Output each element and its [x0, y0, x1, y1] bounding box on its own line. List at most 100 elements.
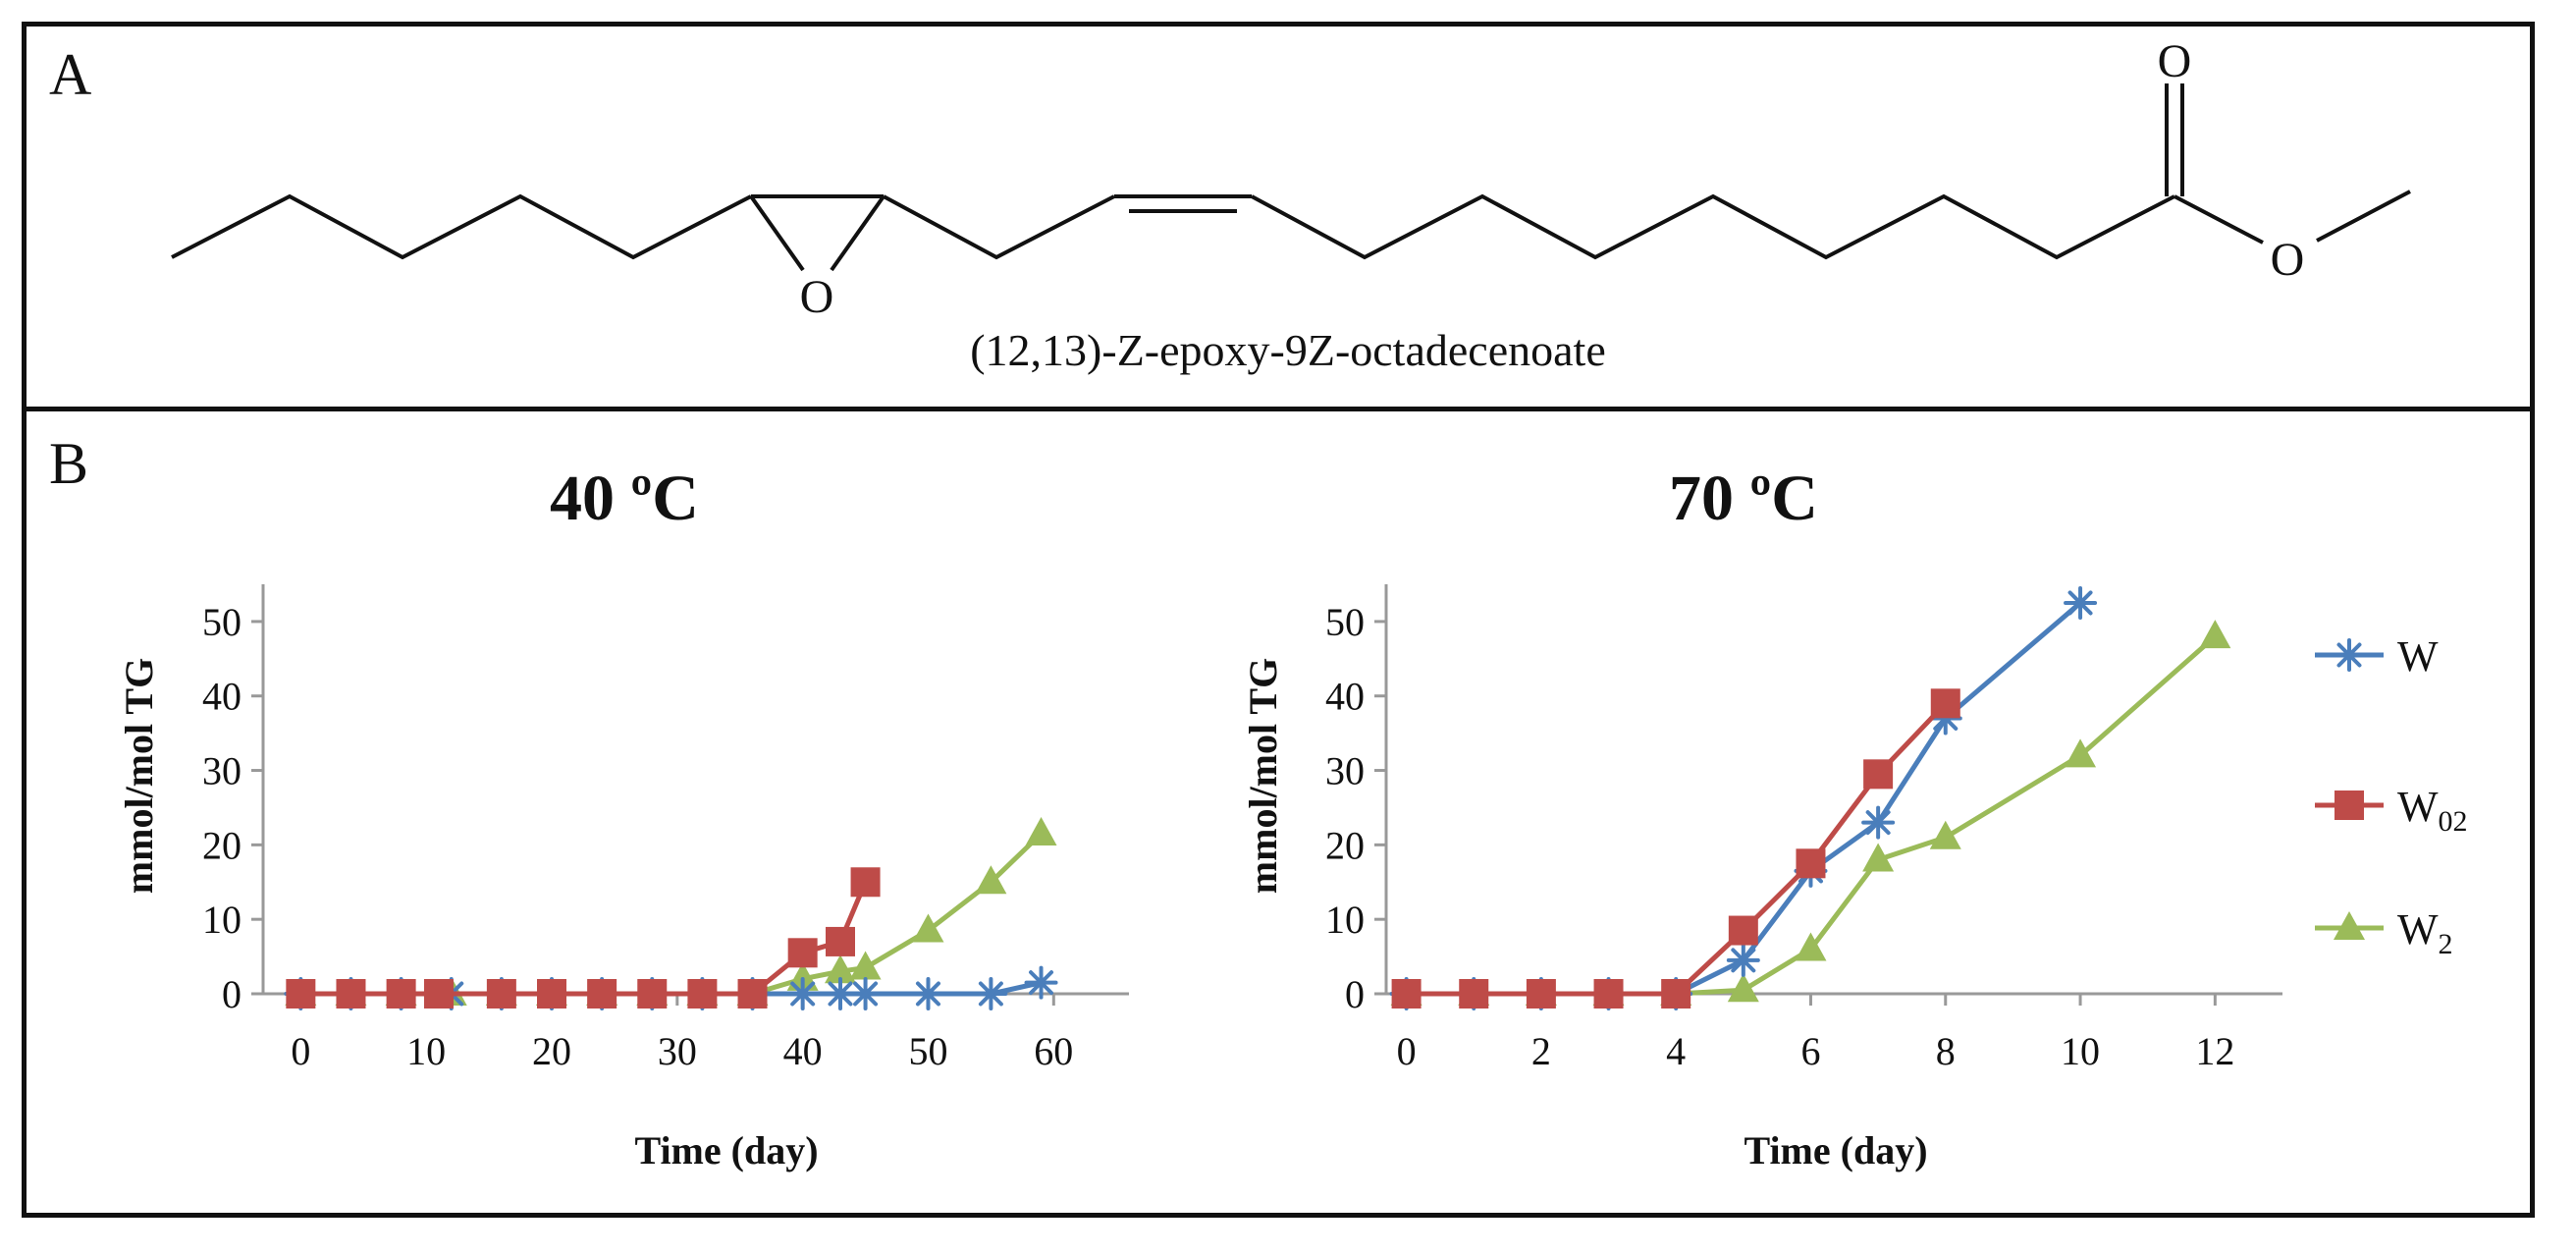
panel-divider [22, 407, 2535, 411]
chart-40c-series-w-point [1024, 965, 1058, 1000]
chart-70c-y-tick-label: 30 [1325, 749, 1365, 793]
chart-40c-y-tick-label: 50 [202, 600, 242, 644]
chart-70c-series-w2-point [1727, 973, 1759, 1003]
chart-70c-y-tick-label: 50 [1325, 600, 1365, 644]
chart-70c-series-w02-point [1593, 979, 1624, 1009]
chart-70c-series-w-point [1861, 805, 1896, 840]
chart-40c-series-w02-point [687, 979, 718, 1009]
chart-70c-series-w-point [1726, 943, 1760, 977]
chart-70c-x-tick-label: 2 [1531, 1029, 1551, 1073]
chart-40c-x-tick-label: 60 [1034, 1029, 1073, 1073]
chart-70c-x-tick-label: 6 [1800, 1029, 1820, 1073]
chart-70c-x-tick-label: 12 [2195, 1029, 2234, 1073]
alkyl-chain-right [1251, 193, 2175, 260]
ester-bond [2174, 194, 2264, 245]
chart-70c-y-tick-label: 10 [1325, 898, 1365, 942]
chart-40c-title: 40 ºC [550, 463, 699, 534]
legend-marker-w [2333, 638, 2366, 672]
chart-70c-x-axis-label: Time (day) [1744, 1128, 1927, 1172]
chart-40c-series-w-point [785, 977, 820, 1010]
chart-40c-series-w02-point [286, 979, 316, 1009]
chart-70c-series-w2-point [1862, 843, 1895, 872]
legend-label-w: W [2397, 632, 2439, 681]
chart-70c-series-w02-point [1459, 979, 1489, 1009]
chart-40c-series-w02-point [423, 979, 454, 1009]
chart-70c-x-tick-label: 4 [1666, 1029, 1686, 1073]
chart-40c-y-tick-label: 10 [202, 898, 242, 942]
chart-40c-x-tick-label: 50 [908, 1029, 947, 1073]
chart-40c-x-tick-label: 0 [291, 1029, 310, 1073]
chart-70c-series-w02-point [1796, 848, 1826, 879]
chart-40c-series-w02-point [537, 979, 566, 1009]
epoxide-bond-co-left [749, 194, 805, 272]
chart-40c-series-w02-point [737, 979, 768, 1009]
chart-70c-y-tick-label: 0 [1345, 972, 1365, 1016]
molecule-structure: O O O [171, 35, 2411, 323]
chart-40c-series-w2-point [1025, 816, 1057, 845]
chart-40c-y-tick-label: 30 [202, 749, 242, 793]
chart-40c-y-tick-label: 20 [202, 823, 242, 867]
chart-70c-series-w02-point [1661, 979, 1691, 1009]
chart-40c-series-w-point [974, 977, 1008, 1010]
legend-marker-w2 [2334, 911, 2365, 940]
chart-40c-series-w2-point [849, 951, 882, 980]
chart-40c-x-tick-label: 40 [783, 1029, 823, 1073]
figure-frame [22, 22, 2535, 1218]
chart-70c-series-w02-point [1728, 915, 1758, 946]
chart-40c-series-w02-point [850, 867, 881, 898]
chart-40c-series-w2-point [825, 954, 856, 984]
chart-40c-x-axis-label: Time (day) [634, 1128, 818, 1172]
chart-40c-series-w02-point [637, 979, 668, 1009]
chart-70c-series-w02-point [1930, 688, 1960, 719]
legend-subscript-w2: 2 [2439, 928, 2453, 960]
carbonyl-oxygen: O [2158, 35, 2192, 87]
chain-to-double-bond [883, 194, 1115, 260]
chart-40c-y-tick-label: 0 [222, 972, 242, 1016]
chart-40c-series-w02-point [386, 979, 416, 1009]
chart-70c-y-tick-label: 40 [1325, 675, 1365, 719]
chart-70c-x-tick-label: 8 [1936, 1029, 1956, 1073]
chart-40c-series-w02-point [787, 938, 818, 968]
chart-40c-series-w02-point [826, 926, 855, 956]
chart-70c-y-tick-label: 20 [1325, 823, 1365, 867]
panel-b-letter: B [49, 431, 89, 496]
epoxide-bond-co-right [830, 194, 886, 272]
legend-label-w2: W2 [2397, 905, 2453, 960]
chart-70c-series-w02-point [1526, 979, 1556, 1009]
legend-subscript-w02: 02 [2439, 805, 2468, 838]
chart-70c-series-w-point [2064, 585, 2098, 620]
methyl-bond [2316, 190, 2411, 243]
legend-marker-w02 [2334, 791, 2364, 820]
chart-70c-series-w2-point [2199, 620, 2231, 649]
chart-40c-series-w-point [824, 977, 857, 1010]
chart-40c-series-w-point [848, 977, 883, 1010]
chart-70c-series-w2-point [1795, 932, 1827, 961]
legend-label-w02: W02 [2397, 783, 2468, 838]
chart-70c-y-axis-label: mmol/mol TG [1241, 658, 1285, 894]
chart-70c-x-tick-label: 0 [1397, 1029, 1417, 1073]
chart-40c-y-axis-label: mmol/mol TG [117, 658, 161, 894]
ester-oxygen: O [2271, 234, 2305, 286]
chart-40c-series-w02-point [486, 979, 516, 1009]
chart-70c-series-w2-point [2065, 738, 2097, 768]
chart-40c-series-w2-point [975, 865, 1007, 895]
chart-40c-x-tick-label: 20 [532, 1029, 571, 1073]
compound-name: (12,13)-Z-epoxy-9Z-octadecenoate [970, 325, 1606, 375]
chart-40c-x-tick-label: 30 [658, 1029, 697, 1073]
epoxide-oxygen: O [800, 271, 834, 323]
chart-70c-series-w02-point [1863, 759, 1894, 790]
chart-40c-series-w02-point [336, 979, 366, 1009]
alkyl-chain [171, 193, 752, 260]
chart-40c-series-w02-point [587, 979, 617, 1009]
chart-70c-title: 70 ºC [1669, 463, 1818, 534]
chart-70c-series-w2-point [1929, 820, 1961, 849]
chart-70c-x-tick-label: 10 [2061, 1029, 2100, 1073]
chart-40c-x-tick-label: 10 [406, 1029, 446, 1073]
chart-40c-series-w2-point [912, 913, 944, 943]
chart-70c-series-w02-point [1391, 979, 1422, 1009]
panel-a-letter: A [49, 42, 92, 107]
chart-40c-y-tick-label: 40 [202, 675, 242, 719]
